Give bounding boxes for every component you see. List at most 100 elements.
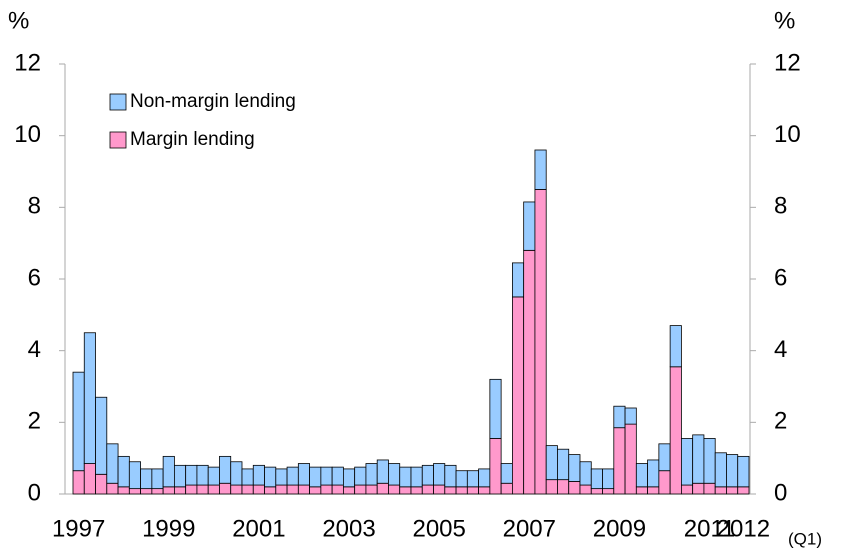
bar-segment xyxy=(162,455,175,488)
bar-segment xyxy=(658,470,671,495)
bar-segment xyxy=(376,459,389,484)
bar-segment xyxy=(444,464,457,488)
y2-tick-label: 6 xyxy=(774,264,787,291)
bar-segment xyxy=(252,484,265,495)
bar-segment xyxy=(95,473,108,495)
y2-tick-label: 2 xyxy=(774,408,787,435)
x-tick-label: 1999 xyxy=(142,515,195,542)
x-tick-label: 2009 xyxy=(593,515,646,542)
bar-segment xyxy=(230,461,243,486)
bar-segment xyxy=(342,486,356,495)
bar-segment xyxy=(83,332,96,464)
bar-segment xyxy=(286,466,299,486)
bar-segment xyxy=(613,405,626,429)
bar-segment xyxy=(83,463,96,495)
bar-segment xyxy=(388,484,401,495)
bar-segment xyxy=(444,486,457,495)
bar-segment xyxy=(162,486,175,495)
bar-segment xyxy=(647,459,660,488)
bar-segment xyxy=(557,479,570,495)
bar-segment xyxy=(579,461,592,486)
bar-segment xyxy=(568,454,581,482)
bar-segment xyxy=(602,468,615,490)
bar-segment xyxy=(692,434,705,484)
bar-segment xyxy=(219,455,232,484)
bar-segment xyxy=(523,249,536,495)
bar-segment xyxy=(140,468,153,490)
bar-segment xyxy=(478,468,491,488)
bar-segment xyxy=(726,454,739,488)
bar-segment xyxy=(534,149,547,190)
bar-segment xyxy=(72,470,85,495)
bar-segment xyxy=(376,482,389,495)
bar-segment xyxy=(737,486,750,495)
bar-segment xyxy=(241,484,254,495)
bar-segment xyxy=(669,325,682,368)
bar-segment xyxy=(635,463,648,488)
bar-segment xyxy=(207,484,220,495)
bar-segment xyxy=(512,262,525,298)
y2-tick-label: 0 xyxy=(774,479,787,506)
y-tick-label: 6 xyxy=(28,264,41,291)
x-tick-label: 2001 xyxy=(232,515,285,542)
bar-segment xyxy=(297,484,311,495)
legend-label: Margin lending xyxy=(130,129,255,150)
bar-segment xyxy=(173,464,187,488)
bar-segment xyxy=(602,488,615,495)
x-tick-label: 2007 xyxy=(503,515,556,542)
bar-segment xyxy=(500,482,513,495)
bar-segment xyxy=(95,396,108,475)
bar-segment xyxy=(388,463,401,486)
bar-segment xyxy=(151,488,164,495)
bar-segment xyxy=(207,466,220,486)
bar-segment xyxy=(196,484,209,495)
bar-segment xyxy=(128,488,141,495)
bar-segment xyxy=(545,479,558,495)
bar-segment xyxy=(151,468,164,490)
bar-segment xyxy=(354,484,367,495)
bar-segment xyxy=(309,466,322,488)
bar-segment xyxy=(140,488,153,495)
bar-segment xyxy=(681,438,694,486)
x-tick-label: 1997 xyxy=(52,515,105,542)
bar-segment xyxy=(590,468,603,490)
bar-segment xyxy=(714,452,727,488)
bar-segment xyxy=(196,464,209,486)
bar-segment xyxy=(455,486,468,495)
y-tick-label: 12 xyxy=(14,49,41,76)
x-tick-label: 2012 xyxy=(717,515,770,542)
y2-tick-label: 8 xyxy=(774,193,787,220)
bar-segment xyxy=(219,482,232,495)
bar-segment xyxy=(568,481,581,495)
y-tick-label: 4 xyxy=(28,336,41,363)
bar-segment xyxy=(455,470,468,488)
bar-segment xyxy=(365,484,378,495)
bar-segment xyxy=(658,443,671,472)
bar-segment xyxy=(433,484,446,495)
bar-segment xyxy=(264,466,277,488)
bar-segment xyxy=(185,464,198,486)
bar-segment xyxy=(681,484,694,495)
bar-segment xyxy=(410,466,423,488)
bar-segment xyxy=(624,407,637,425)
bar-segment xyxy=(478,486,491,495)
bar-segment xyxy=(489,378,502,439)
bar-segment xyxy=(703,438,716,484)
bar-segment xyxy=(354,466,367,486)
bar-segment xyxy=(647,486,660,495)
y-tick-label: 0 xyxy=(28,479,41,506)
bar-segment xyxy=(433,463,446,486)
legend-swatch xyxy=(109,93,127,111)
y-tick-label: 8 xyxy=(28,193,41,220)
bar-segment xyxy=(466,470,480,488)
y2-axis-label: % xyxy=(774,7,795,34)
legend-swatch xyxy=(109,131,127,149)
bar-segment xyxy=(297,463,311,486)
y-axis-label: % xyxy=(8,7,29,34)
y-tick-label: 2 xyxy=(28,408,41,435)
bar-segment xyxy=(275,484,288,495)
bar-segment xyxy=(106,443,119,484)
bar-segment xyxy=(117,455,130,488)
bar-segment xyxy=(703,482,716,495)
